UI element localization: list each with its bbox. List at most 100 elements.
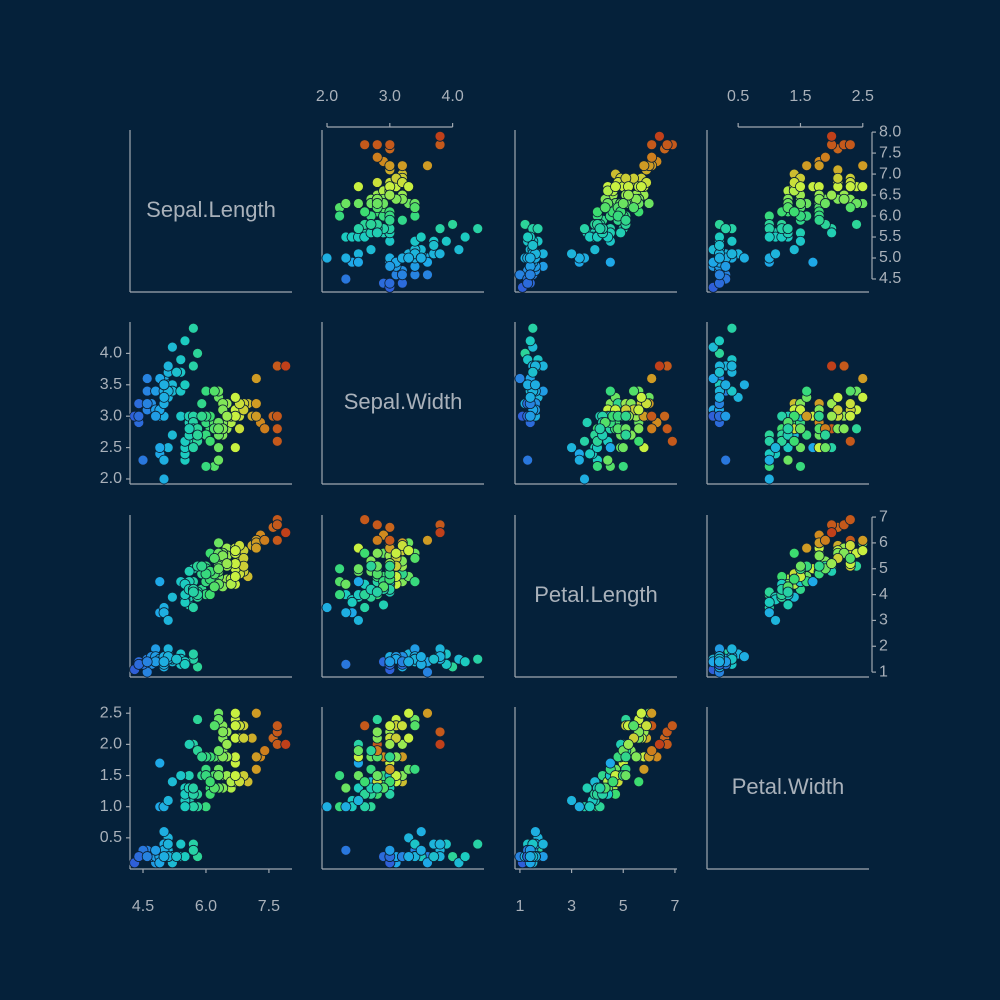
point: [187, 586, 199, 598]
point: [179, 658, 191, 670]
point: [579, 223, 590, 235]
y-tick-label: 8.0: [879, 123, 901, 140]
point: [340, 578, 352, 590]
point: [196, 560, 208, 572]
point: [795, 198, 806, 209]
point: [819, 151, 831, 163]
x-tick-label: 1.5: [789, 88, 811, 105]
variable-label: Petal.Width: [732, 774, 845, 799]
point: [633, 404, 645, 416]
point: [250, 763, 262, 775]
point: [217, 726, 229, 738]
point: [229, 442, 241, 453]
point: [782, 423, 794, 435]
point: [635, 391, 647, 403]
point: [187, 322, 199, 334]
point: [271, 435, 283, 447]
point: [162, 795, 174, 806]
y-tick-label: 1: [879, 663, 888, 680]
y-tick-label: 3.5: [100, 376, 122, 393]
point: [826, 410, 838, 422]
point: [763, 607, 775, 619]
point: [259, 423, 271, 435]
point: [150, 844, 162, 856]
point: [826, 527, 838, 538]
point: [524, 269, 536, 281]
point: [162, 360, 174, 372]
point: [166, 591, 178, 603]
point: [384, 214, 396, 226]
point: [782, 586, 794, 598]
point: [234, 423, 245, 435]
point: [422, 269, 433, 281]
point: [620, 429, 632, 441]
point: [409, 576, 421, 588]
point: [654, 738, 665, 750]
point: [472, 653, 484, 665]
point: [250, 373, 262, 384]
point: [150, 410, 162, 422]
point: [158, 826, 170, 838]
y-tick-label: 2.5: [100, 704, 122, 721]
point: [633, 423, 645, 435]
point: [213, 770, 224, 781]
point: [229, 720, 241, 732]
point: [340, 658, 352, 670]
point: [726, 360, 738, 372]
point: [359, 139, 371, 151]
point: [158, 656, 170, 668]
x-tick-label: 7: [670, 898, 679, 915]
point: [422, 160, 433, 172]
point: [638, 763, 650, 775]
point: [714, 366, 725, 378]
point: [763, 473, 775, 485]
point: [250, 410, 262, 422]
point: [196, 410, 208, 422]
point: [238, 732, 250, 744]
point: [221, 738, 233, 750]
point: [334, 563, 345, 575]
point: [628, 385, 639, 397]
point: [726, 322, 738, 334]
point: [409, 553, 421, 564]
point: [763, 454, 775, 466]
point: [353, 615, 364, 626]
point: [166, 776, 178, 788]
y-tick-label: 1.0: [100, 798, 122, 815]
point: [321, 801, 333, 813]
point: [141, 656, 153, 668]
point: [271, 423, 283, 435]
point: [857, 391, 869, 403]
point: [527, 322, 539, 334]
point: [137, 454, 149, 466]
x-tick-label: 2.0: [316, 88, 338, 105]
point: [250, 751, 262, 763]
point: [844, 181, 856, 193]
point: [154, 757, 166, 769]
point: [365, 244, 377, 256]
point: [280, 527, 292, 538]
point: [459, 231, 471, 243]
point: [617, 442, 629, 453]
point: [133, 410, 145, 422]
point: [646, 707, 658, 719]
point: [384, 160, 396, 172]
y-tick-label: 6.5: [879, 186, 901, 203]
point: [340, 273, 352, 285]
point: [801, 160, 813, 172]
point: [428, 851, 440, 862]
point: [229, 707, 241, 719]
point: [838, 360, 850, 372]
point: [720, 260, 732, 272]
point: [208, 385, 220, 397]
point: [801, 542, 813, 554]
x-tick-label: 2.5: [852, 88, 874, 105]
y-tick-label: 6.0: [879, 207, 901, 224]
point: [340, 607, 352, 619]
point: [259, 534, 271, 546]
point: [714, 656, 725, 668]
point: [788, 206, 800, 218]
point: [334, 770, 345, 781]
point: [594, 782, 606, 794]
y-tick-label: 0.5: [100, 829, 122, 846]
